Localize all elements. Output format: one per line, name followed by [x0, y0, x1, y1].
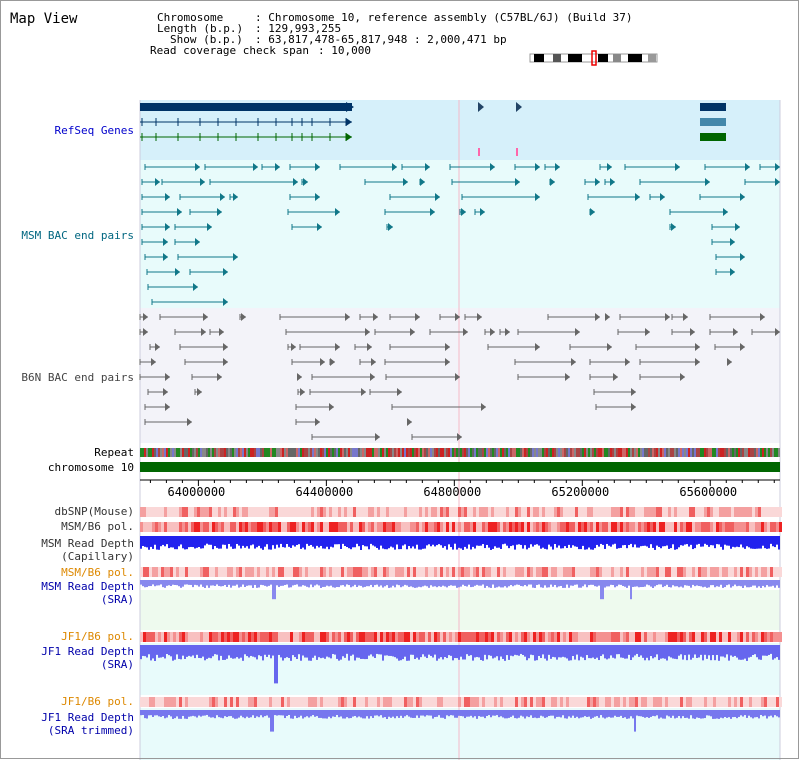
- msm-bac-features[interactable]: [141, 163, 780, 306]
- refseq-exon-ticks: [141, 118, 352, 141]
- track-label-refseq[interactable]: RefSeq Genes: [55, 124, 134, 137]
- header-length-value: : 129,993,255: [255, 22, 341, 35]
- header-chrom-label: Chromosome: [157, 11, 243, 24]
- track-label-msm-depth-cap-sub: (Capillary): [61, 550, 134, 563]
- track-label-jf1-trim: JF1 Read Depth: [41, 711, 134, 724]
- track-label-msm-depth-sra: MSM Read Depth: [41, 580, 134, 593]
- header-span-value: : 10,000: [318, 44, 371, 57]
- header-chrom-value: : Chromosome 10, reference assembly (C57…: [255, 11, 633, 24]
- msm-bac-track-bg: [140, 160, 780, 308]
- msm-sra-bg: [140, 590, 780, 630]
- repeat-track: [140, 448, 780, 457]
- track-label-msm-depth-cap: MSM Read Depth: [41, 537, 134, 550]
- axis-tick-label: 65600000: [679, 485, 737, 499]
- track-label-repeat: Repeat: [94, 446, 134, 459]
- map-view-title: Map View: [10, 11, 78, 27]
- track-label-jf1-depth: JF1 Read Depth: [41, 645, 134, 658]
- polymorphism-heatmaps: [140, 507, 782, 707]
- coordinate-axis: 64000000 64400000 64800000 65200000 65600000: [140, 479, 780, 499]
- chromosome-ideogram[interactable]: [529, 50, 658, 66]
- track-label-jf1-depth-sub: (SRA): [101, 658, 134, 671]
- track-label-jf1-pol-2: JF1/B6 pol.: [61, 695, 134, 708]
- read-depth-tracks: [140, 536, 780, 732]
- track-label-msm-depth-sra-sub: (SRA): [101, 593, 134, 606]
- track-label-chromosome: chromosome 10: [48, 461, 134, 474]
- chromosome-bar: [140, 462, 780, 472]
- axis-tick-label: 64000000: [167, 485, 225, 499]
- header-length-label: Length (b.p.): [157, 22, 243, 35]
- track-label-jf1-pol: JF1/B6 pol.: [61, 630, 134, 643]
- header-show-label: Show (b.p.): [170, 33, 243, 46]
- axis-tick-label: 65200000: [551, 485, 609, 499]
- header-span-label: Read coverage check span: [150, 44, 309, 57]
- refseq-genes[interactable]: [140, 102, 726, 156]
- track-label-jf1-trim-sub: (SRA trimmed): [48, 724, 134, 737]
- axis-tick-label: 64400000: [295, 485, 353, 499]
- track-label-msm-b6-pol: MSM/B6 pol.: [61, 520, 134, 533]
- ideogram-position-marker: [591, 50, 597, 66]
- track-label-b6n-bac[interactable]: B6N BAC end pairs: [21, 371, 134, 384]
- b6n-bac-track-bg: [140, 308, 780, 443]
- axis-tick-label: 64800000: [423, 485, 481, 499]
- track-label-msm-bac[interactable]: MSM BAC end pairs: [21, 229, 134, 242]
- header-show-value: : 63,817,478-65,817,948 : 2,000,471 bp: [255, 33, 507, 46]
- track-label-dbsnp: dbSNP(Mouse): [55, 505, 134, 518]
- b6n-bac-features[interactable]: [139, 313, 780, 441]
- track-label-msm-b6-pol-2: MSM/B6 pol.: [61, 566, 134, 579]
